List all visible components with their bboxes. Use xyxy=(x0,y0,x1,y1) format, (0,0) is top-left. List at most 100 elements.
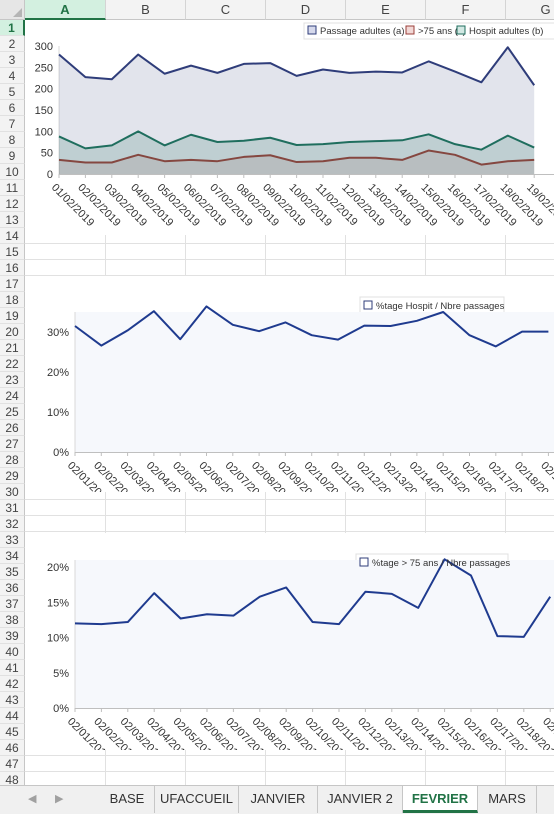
legend-swatch xyxy=(405,25,415,35)
series-area-2 xyxy=(59,131,535,174)
plot-area xyxy=(75,312,554,452)
legend-swatch xyxy=(359,557,369,567)
legend-swatch xyxy=(363,300,373,310)
sheet-tab-ufaccueil[interactable]: UFACCUEIL xyxy=(155,786,239,813)
row-header-23[interactable]: 23 xyxy=(0,372,25,388)
y-tick-label: 0% xyxy=(53,447,69,459)
row-header-26[interactable]: 26 xyxy=(0,420,25,436)
series-line-0 xyxy=(74,558,552,638)
legend-swatch xyxy=(456,25,466,35)
row-header-43[interactable]: 43 xyxy=(0,692,25,708)
row-header-31[interactable]: 31 xyxy=(0,500,25,516)
row-header-10[interactable]: 10 xyxy=(0,164,25,180)
sheet-tab-fevrier[interactable]: FEVRIER xyxy=(403,786,478,813)
row-headers: 1 2 3 4 5 6 7 8 9 10 11 12 13 14 15 16 17 18 19 20 21 22 23 24 2… xyxy=(0,20,25,785)
series-line-1 xyxy=(58,149,535,166)
row-header-8[interactable]: 8 xyxy=(0,132,25,148)
row-header-37[interactable]: 37 xyxy=(0,596,25,612)
row-header-24[interactable]: 24 xyxy=(0,388,25,404)
y-tick-label: 10% xyxy=(47,407,69,419)
row-header-44[interactable]: 44 xyxy=(0,708,25,724)
row-header-13[interactable]: 13 xyxy=(0,212,25,228)
row-header-28[interactable]: 28 xyxy=(0,452,25,468)
row-header-19[interactable]: 19 xyxy=(0,308,25,324)
column-header-a[interactable]: A xyxy=(25,0,106,20)
sheet-tab-janvier[interactable]: JANVIER xyxy=(239,786,318,813)
row-header-47[interactable]: 47 xyxy=(0,756,25,772)
sheet-tab-bar: ◀ ▶ BASE UFACCUEIL JANVIER JANVIER 2 FEVRIER… xyxy=(0,785,554,814)
row-header-12[interactable]: 12 xyxy=(0,196,25,212)
column-header-b[interactable]: B xyxy=(106,0,186,20)
row-header-35[interactable]: 35 xyxy=(0,564,25,580)
row-header-25[interactable]: 25 xyxy=(0,404,25,420)
row-header-15[interactable]: 15 xyxy=(0,244,25,260)
triangle-left-icon[interactable]: ◀ xyxy=(28,793,37,805)
y-tick-label: 250 xyxy=(35,62,53,74)
row-header-4[interactable]: 4 xyxy=(0,68,25,84)
worksheet-grid[interactable]: 0 50 100 150 200 250 300 01/02/2019 02/02/2019 03… xyxy=(25,20,554,785)
y-tick-label: 0% xyxy=(53,703,69,715)
row-header-34[interactable]: 34 xyxy=(0,548,25,564)
row-header-11[interactable]: 11 xyxy=(0,180,25,196)
row-header-16[interactable]: 16 xyxy=(0,260,25,276)
legend-box xyxy=(303,22,554,40)
y-tick-label: 300 xyxy=(35,41,53,53)
y-tick-label: 5% xyxy=(53,668,69,680)
legend-label: Hospit adultes (b) xyxy=(469,26,543,37)
legend-label: Passage adultes (a) xyxy=(320,26,405,37)
legend-swatch xyxy=(307,25,317,35)
row-header-5[interactable]: 5 xyxy=(0,84,25,100)
row-header-2[interactable]: 2 xyxy=(0,36,25,52)
row-header-38[interactable]: 38 xyxy=(0,612,25,628)
row-header-17[interactable]: 17 xyxy=(0,276,25,292)
row-header-27[interactable]: 27 xyxy=(0,436,25,452)
row-header-9[interactable]: 9 xyxy=(0,148,25,164)
row-header-41[interactable]: 41 xyxy=(0,660,25,676)
y-tick-label: 30% xyxy=(47,327,69,339)
row-header-1[interactable]: 1 xyxy=(0,20,25,36)
sheet-tab-mars[interactable]: MARS xyxy=(478,786,537,813)
row-header-7[interactable]: 7 xyxy=(0,116,25,132)
column-header-f[interactable]: F xyxy=(426,0,506,20)
select-all-triangle-icon xyxy=(13,8,22,17)
row-header-42[interactable]: 42 xyxy=(0,676,25,692)
chart-75ans-percent[interactable]: 0% 5% 10% 15% 20% 02/01/2019 02/02/2019 02/03/2… xyxy=(25,533,554,763)
row-header-40[interactable]: 40 xyxy=(0,644,25,660)
triangle-right-icon[interactable]: ▶ xyxy=(55,793,64,805)
y-tick-label: 20% xyxy=(47,367,69,379)
chart-hospit-percent[interactable]: 0% 10% 20% 30% 02/01/2019 02/02/2019 02/03/201… xyxy=(25,276,554,507)
plot-area xyxy=(75,560,554,708)
row-header-22[interactable]: 22 xyxy=(0,356,25,372)
legend-label: %tage > 75 ans / Nbre passages xyxy=(372,558,510,569)
series-line-0 xyxy=(58,46,536,86)
column-header-d[interactable]: D xyxy=(266,0,346,20)
row-header-39[interactable]: 39 xyxy=(0,628,25,644)
row-header-30[interactable]: 30 xyxy=(0,484,25,500)
column-header-g[interactable]: G xyxy=(506,0,554,20)
sheet-tab-base[interactable]: BASE xyxy=(100,786,155,813)
row-header-45[interactable]: 45 xyxy=(0,724,25,740)
row-header-46[interactable]: 46 xyxy=(0,740,25,756)
y-tick-label: 20% xyxy=(47,562,69,574)
row-header-21[interactable]: 21 xyxy=(0,340,25,356)
select-all-corner[interactable] xyxy=(0,0,25,20)
row-header-33[interactable]: 33 xyxy=(0,532,25,548)
legend-label: %tage Hospit / Nbre passages xyxy=(376,301,505,312)
y-tick-label: 150 xyxy=(35,105,53,117)
row-header-29[interactable]: 29 xyxy=(0,468,25,484)
y-tick-label: 100 xyxy=(35,126,53,138)
row-header-20[interactable]: 20 xyxy=(0,324,25,340)
column-header-c[interactable]: C xyxy=(186,0,266,20)
row-header-14[interactable]: 14 xyxy=(0,228,25,244)
legend-label: >75 ans (c) xyxy=(418,26,466,37)
column-header-e[interactable]: E xyxy=(346,0,426,20)
chart-passages[interactable]: 0 50 100 150 200 250 300 01/02/2019 02/02/2019 03… xyxy=(25,20,554,235)
row-header-36[interactable]: 36 xyxy=(0,580,25,596)
row-header-3[interactable]: 3 xyxy=(0,52,25,68)
row-header-18[interactable]: 18 xyxy=(0,292,25,308)
sheet-tab-janvier-2[interactable]: JANVIER 2 xyxy=(318,786,403,813)
row-header-32[interactable]: 32 xyxy=(0,516,25,532)
row-header-6[interactable]: 6 xyxy=(0,100,25,116)
row-header-48[interactable]: 48 xyxy=(0,772,25,785)
